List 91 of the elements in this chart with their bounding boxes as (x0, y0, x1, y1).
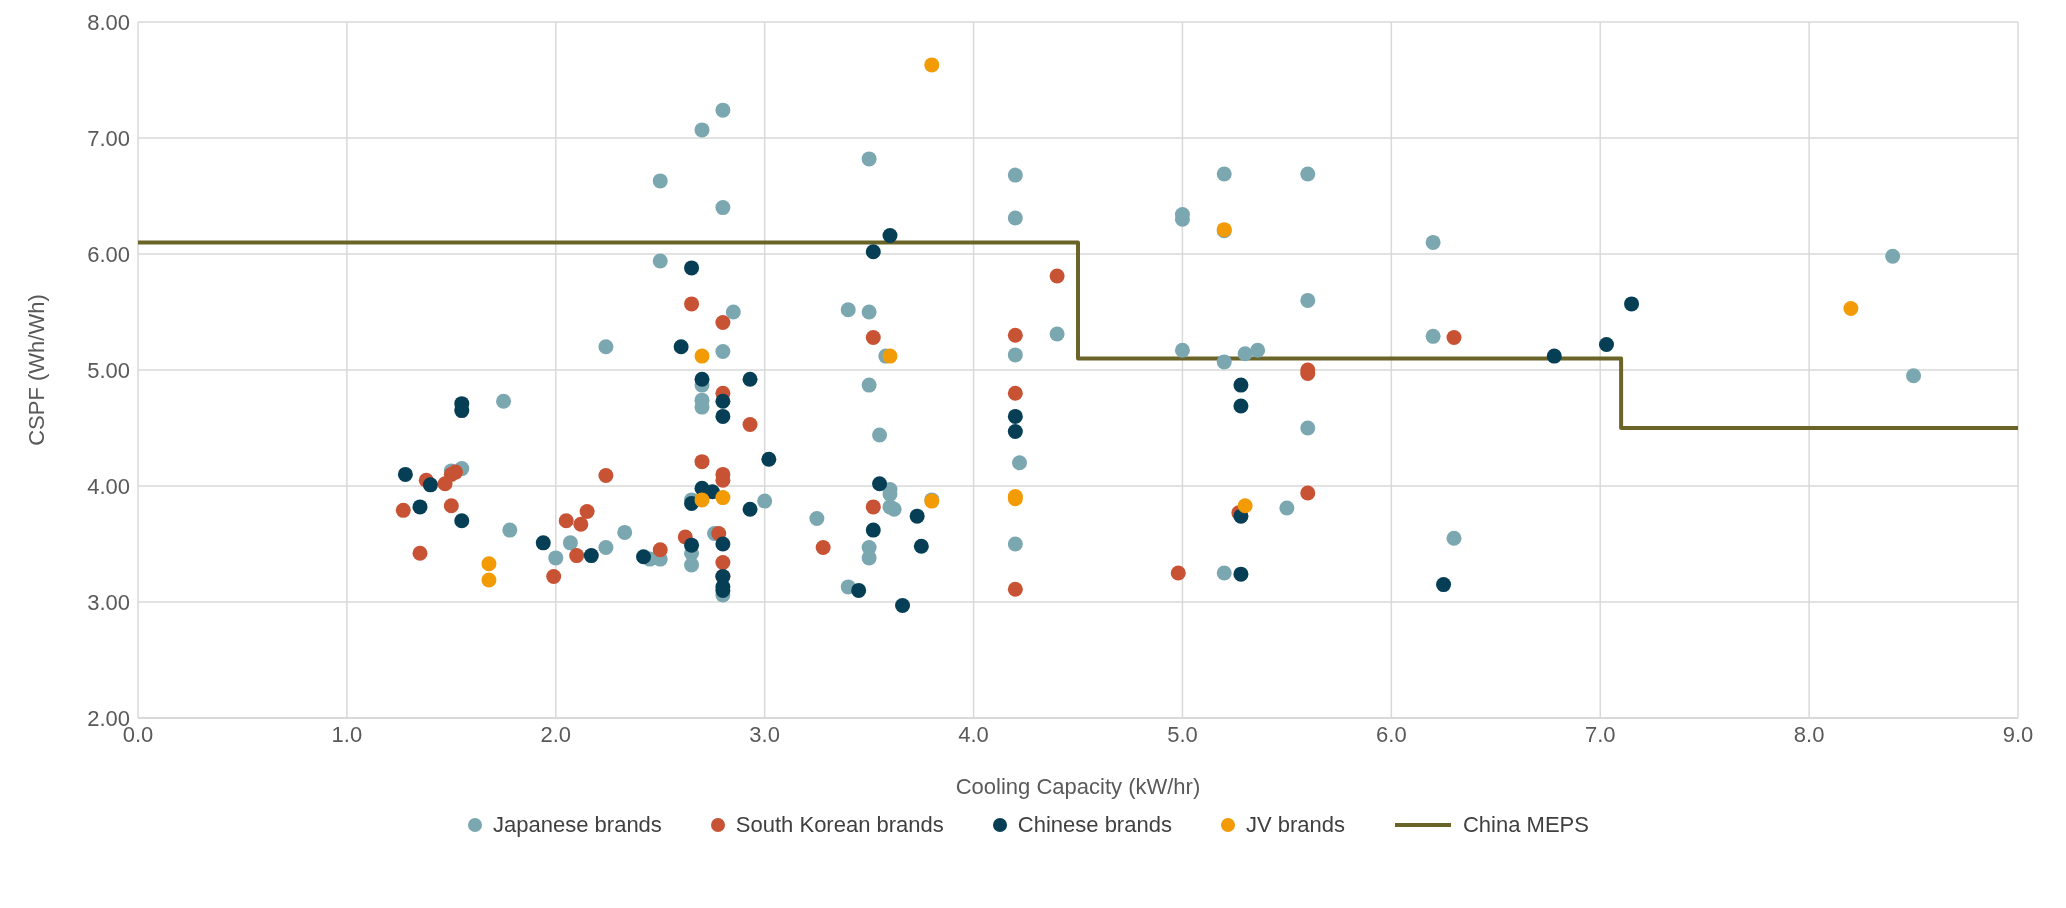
x-axis-title: Cooling Capacity (kW/hr) (955, 774, 1201, 799)
point (742, 501, 758, 517)
x-tick-label: 9.0 (2002, 721, 2034, 747)
point (924, 57, 940, 73)
point (715, 408, 731, 424)
y-tick-label: 8.00 (87, 9, 130, 35)
y-axis-title: CSPF (Wh/Wh) (23, 294, 49, 446)
point (815, 539, 831, 555)
point (598, 468, 614, 484)
point (715, 536, 731, 552)
point (481, 556, 497, 572)
point (1007, 581, 1023, 597)
point (573, 516, 589, 532)
x-tick-label: 8.0 (1793, 721, 1825, 747)
point (895, 597, 911, 613)
point (673, 339, 689, 355)
point (694, 348, 710, 364)
point (694, 371, 710, 387)
point (1436, 577, 1452, 593)
x-tick-label: 7.0 (1584, 721, 1616, 747)
point (865, 244, 881, 260)
point (1007, 423, 1023, 439)
point (742, 417, 758, 433)
x-tick-label: 6.0 (1376, 721, 1407, 747)
y-tick-label: 3.00 (87, 589, 130, 615)
point (1624, 296, 1640, 312)
point (569, 548, 585, 564)
point (1446, 330, 1462, 346)
point (913, 538, 929, 554)
legend-label: South Korean brands (735, 812, 944, 838)
point (742, 371, 758, 387)
point (761, 451, 777, 467)
point (872, 476, 888, 492)
point (1007, 408, 1023, 424)
point (1007, 385, 1023, 401)
point (1237, 498, 1253, 514)
point (684, 537, 700, 553)
legend-label: Japanese brands (493, 812, 662, 838)
point (1049, 268, 1065, 284)
point (583, 548, 599, 564)
point (412, 499, 428, 515)
point (909, 508, 925, 524)
y-tick-label: 7.00 (87, 125, 130, 151)
point (715, 555, 731, 571)
x-tick-label: 4.0 (958, 721, 989, 747)
point (694, 454, 710, 470)
point (636, 549, 652, 565)
x-tick-label: 5.0 (1167, 721, 1198, 747)
point (652, 542, 668, 558)
point (448, 464, 464, 480)
y-tick-label: 5.00 (87, 357, 130, 383)
x-tick-label: 1.0 (331, 721, 363, 747)
legend-label: China MEPS (1462, 812, 1589, 838)
point (1233, 398, 1249, 414)
y-tick-label: 4.00 (87, 473, 130, 499)
point (535, 535, 551, 551)
point (1598, 336, 1614, 352)
point (397, 466, 413, 482)
point (865, 499, 881, 515)
legend-label: JV brands (1245, 812, 1345, 838)
point (851, 582, 867, 598)
point (1843, 301, 1859, 317)
point (1546, 348, 1562, 364)
point (865, 330, 881, 346)
point (454, 513, 470, 529)
x-tick-label: 3.0 (749, 721, 780, 747)
point (1233, 566, 1249, 582)
point (481, 572, 497, 588)
point (546, 568, 562, 584)
point (684, 296, 700, 312)
legend-label: Chinese brands (1017, 812, 1172, 838)
point (715, 314, 731, 330)
point (1007, 327, 1023, 343)
point (558, 513, 574, 529)
point (412, 545, 428, 561)
point (865, 522, 881, 538)
point (882, 227, 898, 243)
point (715, 490, 731, 506)
point (443, 498, 459, 514)
point (395, 502, 411, 518)
point (579, 504, 595, 520)
point (684, 260, 700, 276)
point (1233, 377, 1249, 393)
point (694, 492, 710, 508)
point (1170, 565, 1186, 581)
point (422, 477, 438, 493)
y-tick-label: 6.00 (87, 241, 130, 267)
point (715, 393, 731, 409)
x-tick-label: 2.0 (540, 721, 572, 747)
point (1300, 485, 1316, 501)
point (882, 348, 898, 364)
